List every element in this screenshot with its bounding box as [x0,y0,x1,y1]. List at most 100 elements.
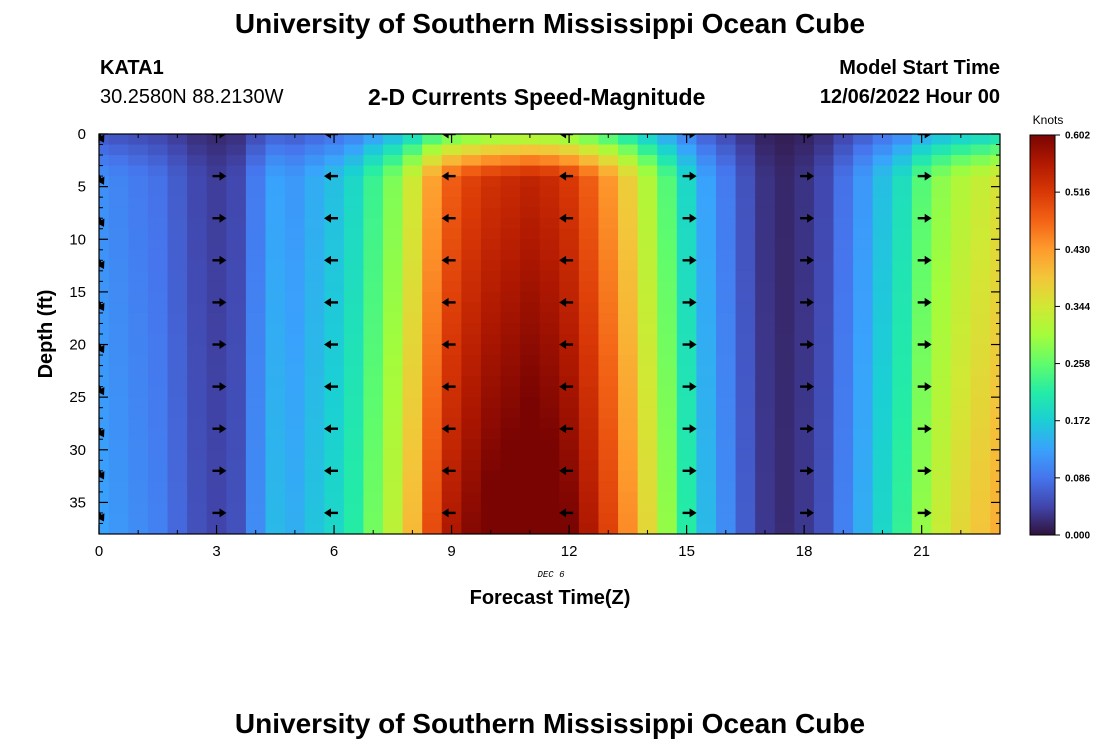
heatmap-cell [167,291,188,304]
heatmap-cell [715,418,737,430]
heatmap-cell [637,270,658,282]
heatmap-cell [500,355,521,367]
heatmap-cell [520,449,541,461]
heatmap-cell [187,523,208,534]
heatmap-cell [480,176,502,188]
heatmap-cell [422,439,443,451]
heatmap-cell [383,376,404,388]
heatmap-cell [598,197,619,209]
heatmap-cell [618,186,639,198]
heatmap-cell [931,439,952,451]
heatmap-cell [363,491,384,504]
heatmap-cell [774,134,795,146]
heatmap-cell [402,176,423,188]
heatmap-cell [441,386,462,398]
heatmap-cell [226,512,247,525]
heatmap-cell [696,481,717,493]
heatmap-cell [715,344,737,356]
heatmap-cell [480,407,502,419]
heatmap-cell [206,502,227,514]
heatmap-cell [128,228,149,240]
heatmap-cell [676,239,698,251]
heatmap-cell [735,302,756,314]
heatmap-cell [755,323,776,335]
heatmap-cell [304,407,325,419]
heatmap-cell [892,239,913,251]
heatmap-cell [715,502,737,514]
heatmap-cell [304,323,325,335]
heatmap-cell [559,344,580,356]
heatmap-cell [99,218,110,230]
heatmap-cell [813,344,835,356]
current-vector-arrow [682,134,697,139]
heatmap-cell [676,449,698,461]
heatmap-cell [618,323,639,335]
heatmap-cell [206,302,227,314]
heatmap-cell [637,323,658,335]
heatmap-cell [480,470,502,482]
current-vector-arrow [441,171,456,181]
heatmap-cell [657,197,678,209]
heatmap-cell [343,144,365,156]
heatmap-cell [755,407,776,419]
heatmap-cell [206,207,227,219]
heatmap-cell [657,249,678,261]
y-tick-label: 25 [69,389,86,406]
heatmap-cell [598,176,619,188]
heatmap-cell [363,481,384,493]
heatmap-cell [559,355,580,367]
heatmap-cell [676,460,698,472]
heatmap-cell [931,207,952,219]
heatmap-cell [696,239,717,251]
heatmap-cell [304,491,325,504]
heatmap-cell [363,176,384,188]
heatmap-cell [363,334,384,346]
heatmap-cell [99,365,110,377]
heatmap-cell [578,323,600,335]
colorbar-tick-label: 0.430 [1065,245,1090,256]
heatmap-cell [441,197,462,209]
heatmap-cell [813,460,835,472]
heatmap-cell [853,323,874,335]
heatmap-cell [304,470,325,482]
heatmap-cell [618,270,639,282]
current-vector-arrow [441,466,456,476]
heatmap-cell [911,355,933,367]
heatmap-cell [990,470,1000,482]
heatmap-cell [500,165,521,177]
heatmap-cell [226,386,247,398]
heatmap-cell [304,376,325,388]
heatmap-cell [970,344,991,356]
heatmap-cell [794,512,815,525]
heatmap-cell [520,502,541,514]
heatmap-cell [598,334,619,346]
current-vector-arrow [324,508,338,518]
heatmap-cell [735,291,756,304]
heatmap-cell [853,186,874,198]
heatmap-cell [657,228,678,240]
heatmap-cell [363,270,384,282]
heatmap-cell [480,228,502,240]
heatmap-cell [422,312,443,325]
heatmap-cell [226,165,247,177]
heatmap-cell [990,218,1000,230]
heatmap-cell [245,397,267,409]
heatmap-cell [343,439,365,451]
heatmap-cell [99,418,110,430]
heatmap-cell [970,386,991,398]
heatmap-cell [402,418,423,430]
heatmap-cell [108,365,129,377]
heatmap-cell [480,260,502,272]
heatmap-cell [853,291,874,304]
heatmap-cell [911,481,933,493]
heatmap-cell [598,165,619,177]
heatmap-cell [755,228,776,240]
heatmap-cell [872,155,893,167]
heatmap-cell [696,428,717,440]
heatmap-cell [559,460,580,472]
heatmap-cell [598,449,619,461]
heatmap-cell [755,186,776,198]
heatmap-cell [657,155,678,167]
heatmap-cell [324,334,345,346]
